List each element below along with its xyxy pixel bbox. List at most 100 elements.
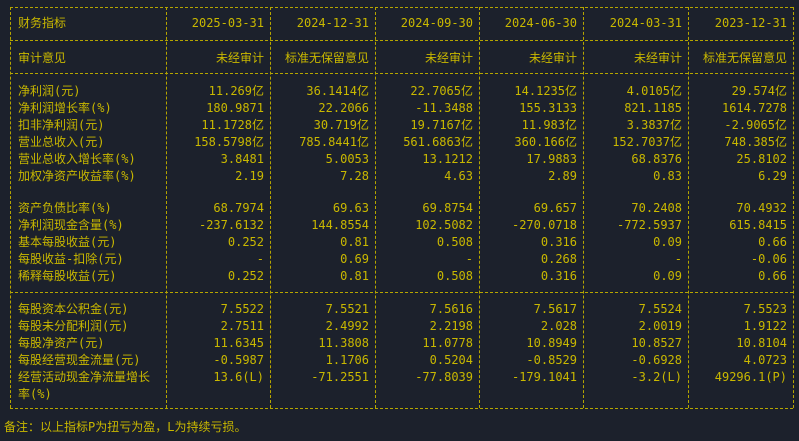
metric-value: 158.5798亿 [194,135,264,149]
column-divider [166,7,167,408]
metric-value: 29.574亿 [731,84,787,98]
metric-label: 营业总收入(元) [18,135,105,149]
metric-value: 0.09 [653,269,682,283]
metric-value: 0.316 [540,269,577,283]
audit-opinion: 未经审计 [528,51,577,65]
metric-value: 615.8415 [729,218,787,232]
audit-opinion: 未经审计 [633,51,682,65]
metric-value: 748.385亿 [724,135,787,149]
metric-value: 0.268 [540,252,577,266]
header-label: 财务指标 [18,16,67,30]
metric-value: 0.83 [653,169,682,183]
metric-value: -3.2(L) [631,370,682,384]
metric-value: 4.0723 [743,353,787,367]
metric-value: 69.63 [332,201,369,215]
metric-value: 7.5523 [743,302,787,316]
metric-value: 11.0778 [422,336,473,350]
metric-value: 0.508 [436,269,473,283]
metric-value: 7.5524 [638,302,682,316]
metric-value: -0.8529 [526,353,577,367]
metric-value: 2.0019 [638,319,682,333]
metric-value: 7.28 [340,169,369,183]
metric-value: -0.5987 [213,353,264,367]
table-divider [10,408,793,409]
table-divider [10,7,793,8]
metric-value: - [256,252,264,266]
metric-value: 0.252 [227,269,264,283]
metric-value: 4.63 [444,169,473,183]
metric-value: 49296.1(P) [714,370,787,384]
metric-value: 821.1185 [624,101,682,115]
table-divider [10,40,793,41]
metric-value: 155.3133 [519,101,577,115]
metric-label: 稀释每股收益(元) [18,269,117,283]
metric-value: -71.2551 [311,370,369,384]
footnote: 备注：以上指标P为扭亏为盈，L为持续亏损。 [4,420,247,434]
metric-value: 68.8376 [631,152,682,166]
metric-label: 营业总收入增长率(%) [18,152,136,166]
metric-value: - [674,252,682,266]
period-date: 2024-03-31 [609,16,682,30]
metric-label: 每股资本公积金(元) [18,302,129,316]
metric-value: 17.9883 [526,152,577,166]
column-divider [270,7,271,408]
metric-value: 0.5204 [429,353,473,367]
metric-value: 2.4992 [325,319,369,333]
metric-value: 6.29 [758,169,787,183]
metric-value: 70.2408 [631,201,682,215]
metric-value: 70.4932 [736,201,787,215]
metric-value: 5.0053 [325,152,369,166]
metric-value: 14.1235亿 [514,84,577,98]
metric-value: 102.5082 [415,218,473,232]
metric-value: 10.8104 [736,336,787,350]
metric-value: 13.6(L) [213,370,264,384]
metric-value: -11.3488 [415,101,473,115]
metric-value: 7.5617 [533,302,577,316]
audit-opinion: 标准无保留意见 [702,51,787,65]
metric-label: 净利润增长率(%) [18,101,112,115]
column-divider [793,7,794,408]
metric-value: 22.7065亿 [410,84,473,98]
audit-opinion: 未经审计 [215,51,264,65]
metric-value: 0.69 [340,252,369,266]
metric-value: 0.66 [758,235,787,249]
metric-label: 加权净资产收益率(%) [18,169,136,183]
metric-label: 每股收益-扣除(元) [18,252,124,266]
metric-label: 经营活动现金净流量增长 [18,370,151,384]
metric-value: 0.316 [540,235,577,249]
metric-value: 69.8754 [422,201,473,215]
metric-label: 净利润(元) [18,84,81,98]
metric-value: 4.0105亿 [626,84,682,98]
metric-value: 0.09 [653,235,682,249]
metric-value: 7.5522 [220,302,264,316]
metric-value: 13.1212 [422,152,473,166]
metric-value: 360.166亿 [514,135,577,149]
audit-label: 审计意见 [18,51,67,65]
metric-value: 10.8527 [631,336,682,350]
metric-value: - [465,252,473,266]
metric-value: 180.9871 [206,101,264,115]
table-divider [10,292,793,293]
period-date: 2024-09-30 [400,16,473,30]
period-date: 2024-12-31 [296,16,369,30]
metric-value: 1614.7278 [721,101,787,115]
metric-value: 10.8949 [526,336,577,350]
metric-value: 36.1414亿 [306,84,369,98]
period-date: 2025-03-31 [191,16,264,30]
metric-label-continued: 率(%) [18,387,52,401]
metric-value: 0.81 [340,269,369,283]
period-date: 2023-12-31 [714,16,787,30]
metric-value: 11.6345 [213,336,264,350]
metric-label: 基本每股收益(元) [18,235,117,249]
column-divider [479,7,480,408]
metric-value: 11.269亿 [208,84,264,98]
metric-label: 资产负债比率(%) [18,201,112,215]
metric-value: 2.19 [235,169,264,183]
metric-value: 2.2198 [429,319,473,333]
metric-value: 30.719亿 [313,118,369,132]
metric-value: 1.1706 [325,353,369,367]
column-divider [10,7,11,408]
metric-label: 净利润现金含量(%) [18,218,124,232]
metric-value: 785.8441亿 [299,135,369,149]
metric-value: 1.9122 [743,319,787,333]
